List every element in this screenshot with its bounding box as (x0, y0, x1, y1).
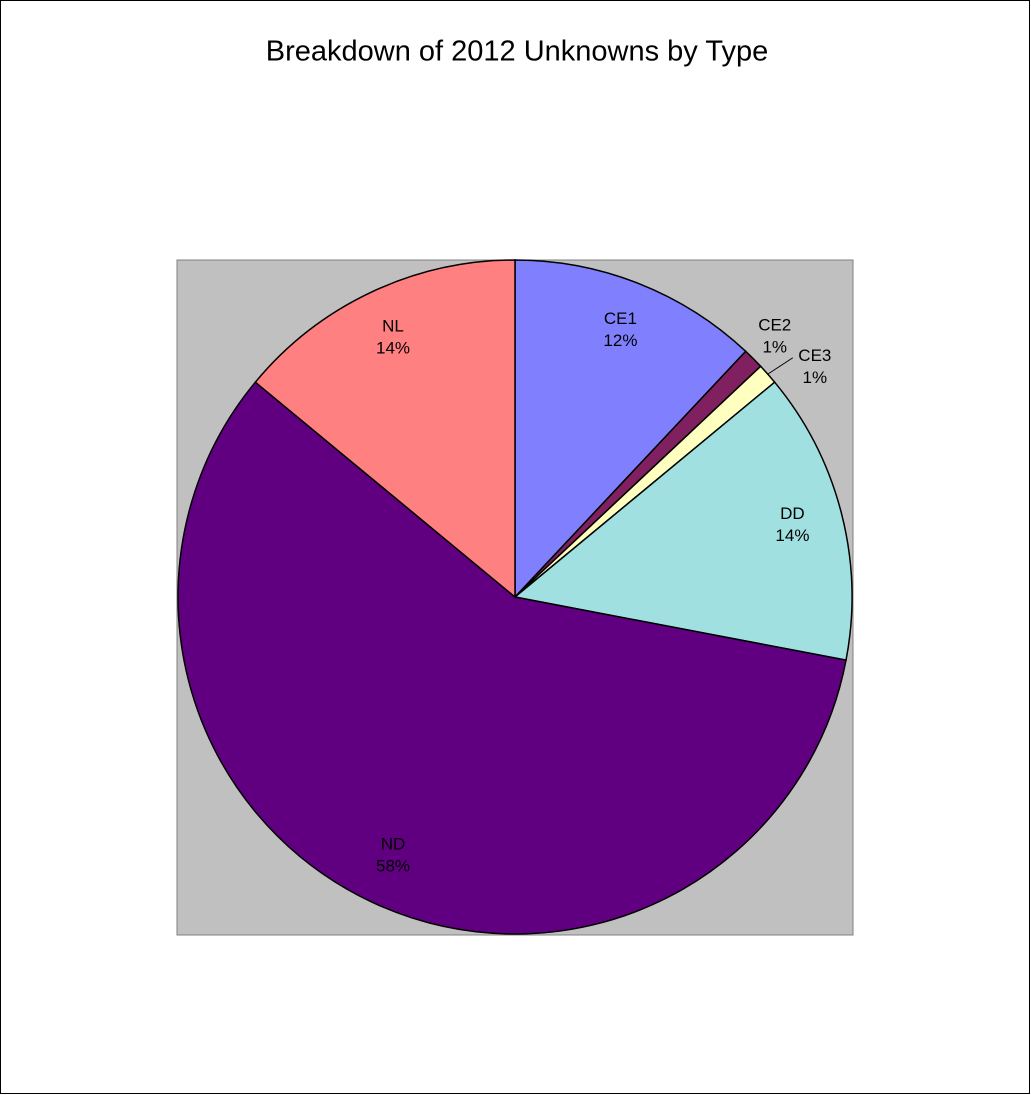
pie-slice (254, 259, 516, 599)
pie-slice (514, 259, 747, 599)
slice-value-label: 14% (775, 526, 809, 545)
slice-label: CE1 (604, 309, 637, 328)
pie-slice (513, 381, 853, 662)
slice-value-label: 14% (376, 338, 410, 357)
pie-slice (177, 381, 847, 935)
slice-label: ND (381, 835, 406, 854)
slice-label: NL (382, 316, 404, 335)
slice-value-label: 58% (376, 857, 410, 876)
slice-label: CE3 (798, 346, 831, 365)
chart-title: Breakdown of 2012 Unknowns by Type (266, 36, 768, 68)
slice-label: DD (780, 504, 805, 523)
leader-line (767, 357, 794, 375)
slice-label: CE2 (758, 316, 791, 335)
slice-value-label: 1% (803, 368, 828, 387)
slice-value-label: 12% (603, 331, 637, 350)
slice-value-label: 1% (762, 338, 787, 357)
